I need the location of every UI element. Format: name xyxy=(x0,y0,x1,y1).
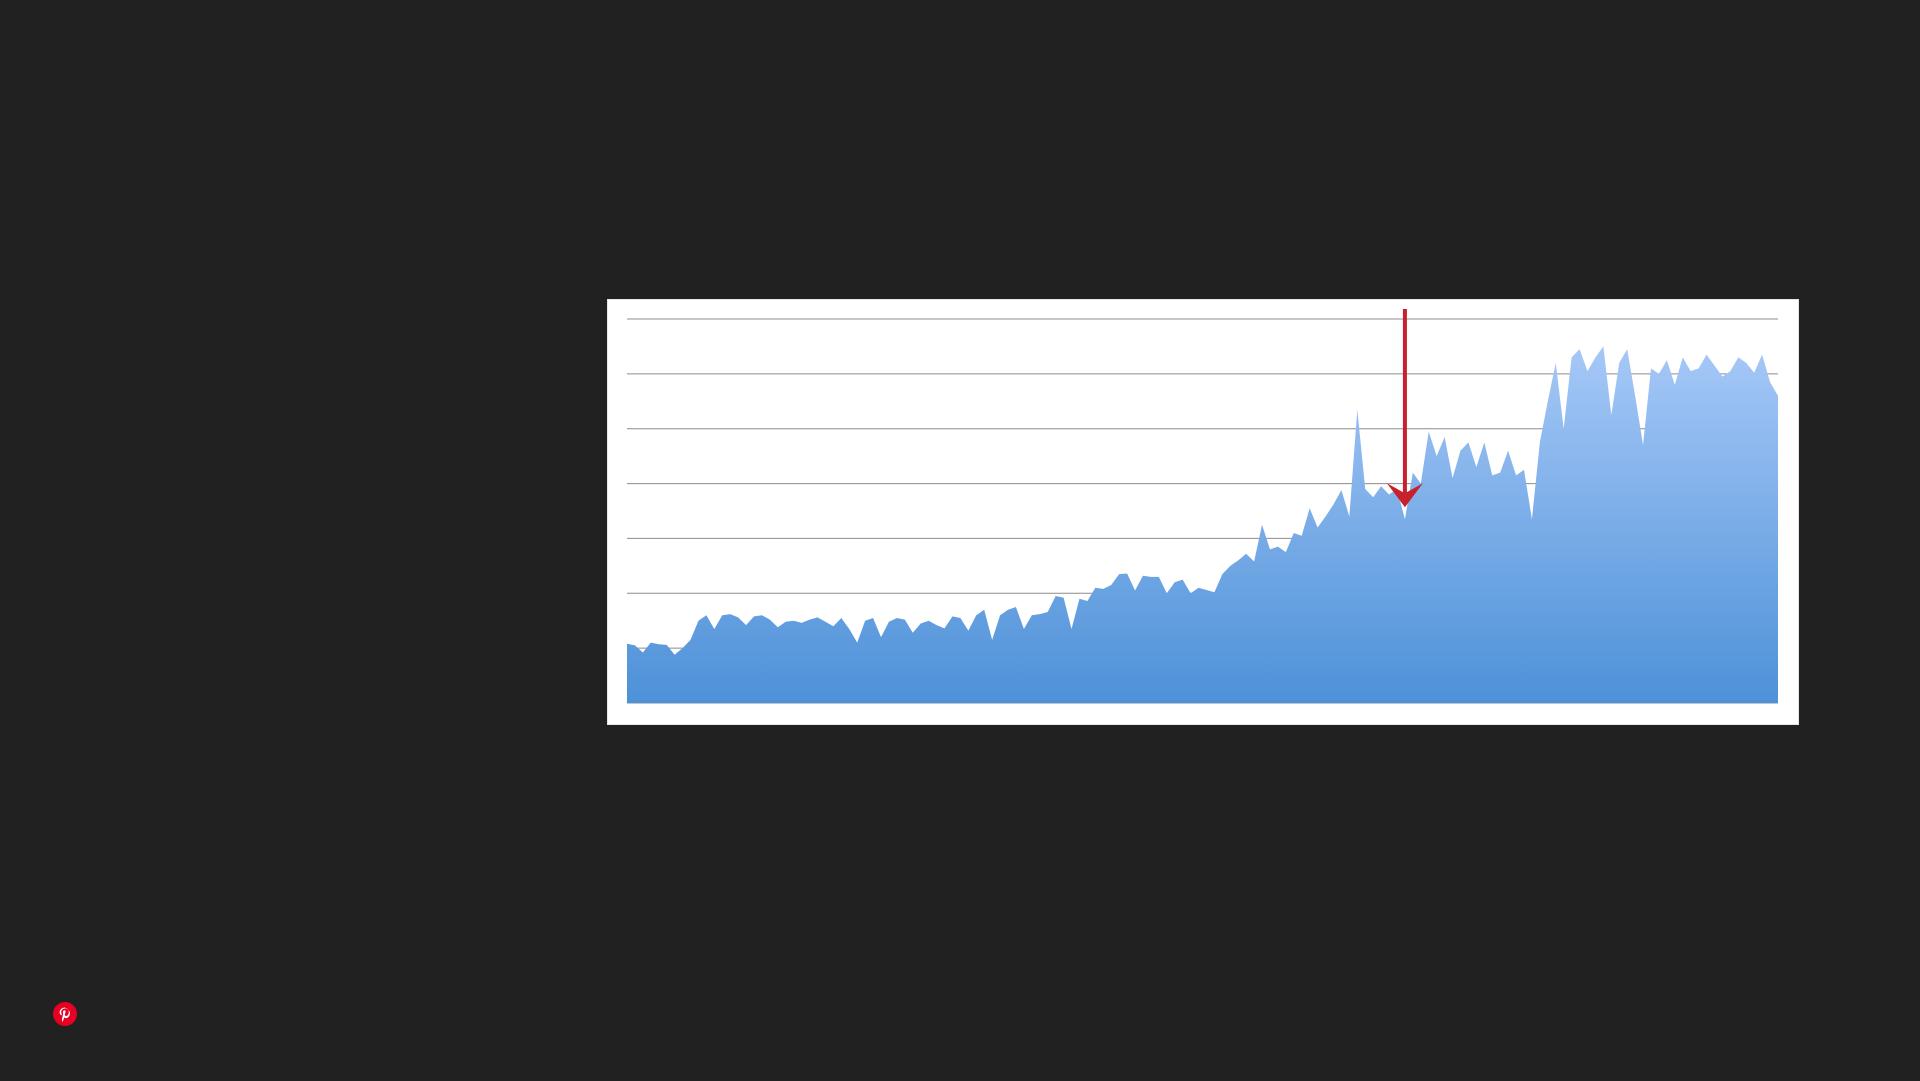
arrow-head xyxy=(1386,483,1423,508)
chart-image[interactable] xyxy=(607,299,1799,725)
down-arrow-icon xyxy=(1386,309,1423,508)
pinterest-save-button[interactable] xyxy=(53,1002,77,1026)
gridlines xyxy=(627,318,1778,704)
arrow-shaft xyxy=(1402,309,1407,494)
area-chart xyxy=(627,309,1778,704)
pinterest-icon xyxy=(59,1007,70,1022)
series-area xyxy=(627,346,1778,703)
